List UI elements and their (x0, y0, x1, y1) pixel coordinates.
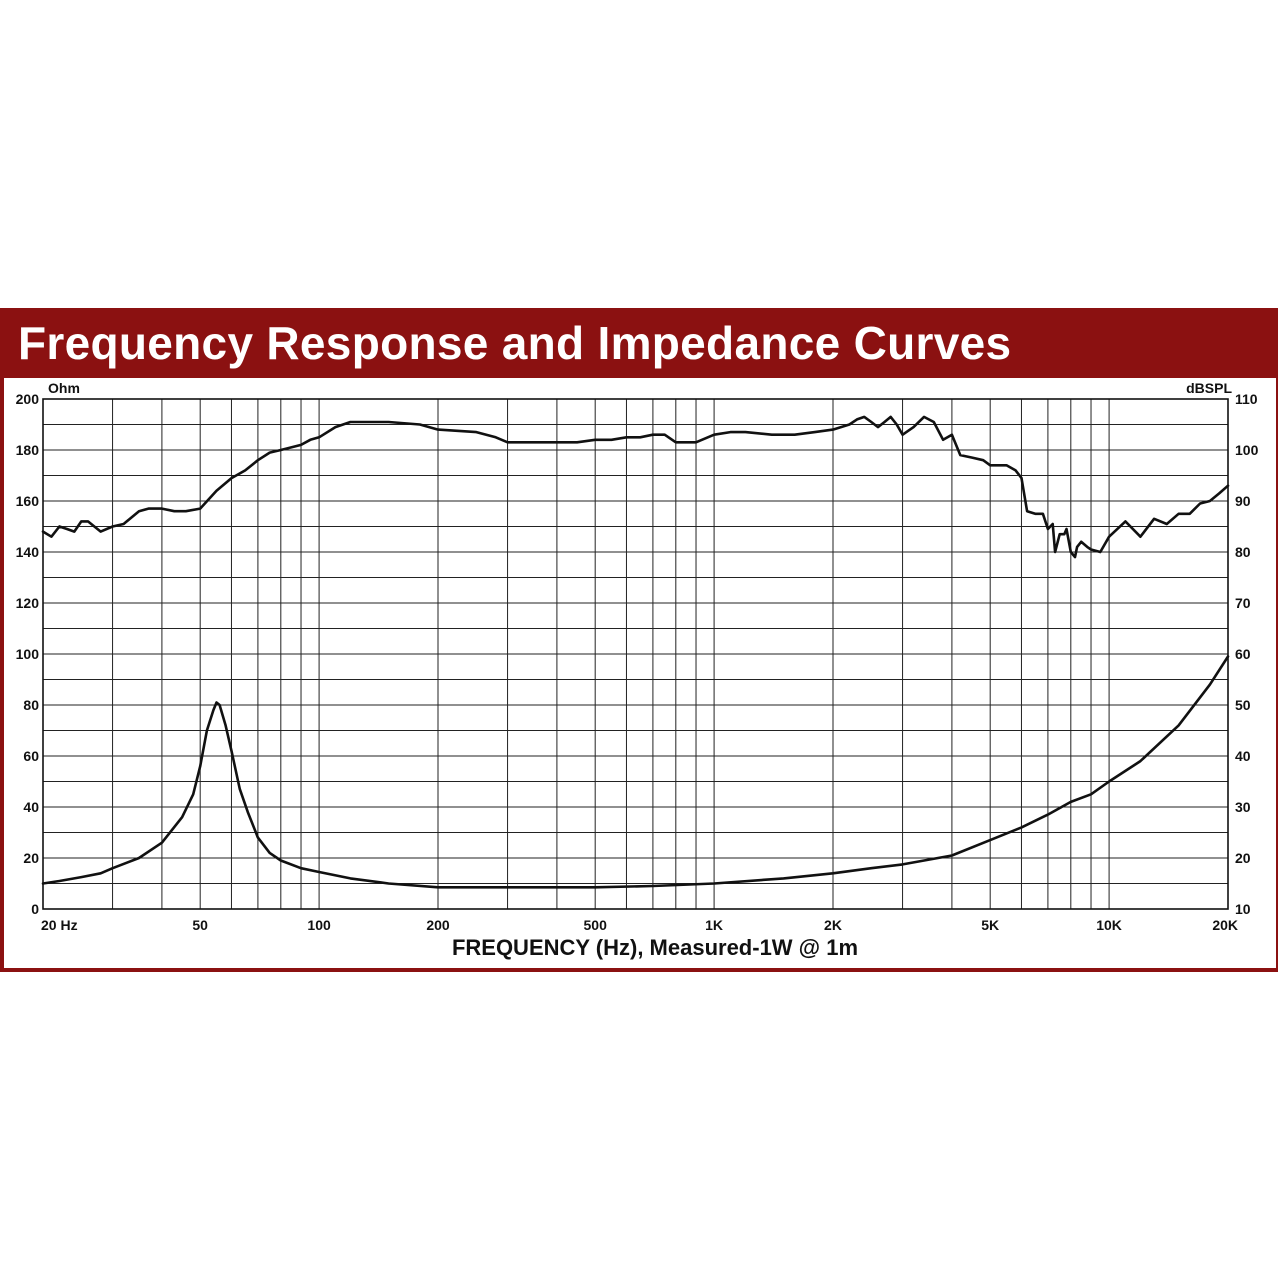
x-tick-label: 50 (192, 917, 208, 933)
x-tick-label: 1K (705, 917, 723, 933)
x-tick-label: 10K (1096, 917, 1122, 933)
y-left-tick-label: 20 (23, 850, 39, 866)
y-axis-right-label: dBSPL (1186, 380, 1232, 396)
y-right-tick-label: 20 (1235, 850, 1251, 866)
grid-lines (42, 398, 1229, 910)
x-tick-label: 5K (981, 917, 999, 933)
y-right-tick-label: 50 (1235, 697, 1251, 713)
y-left-tick-label: 60 (23, 748, 39, 764)
y-left-tick-label: 140 (16, 544, 40, 560)
y-axis-left-label: Ohm (48, 380, 80, 396)
y-left-tick-label: 40 (23, 799, 39, 815)
y-right-tick-label: 40 (1235, 748, 1251, 764)
chart-title: Frequency Response and Impedance Curves (18, 317, 1012, 369)
y-left-tick-label: 0 (31, 901, 39, 917)
plot-background (4, 378, 1276, 968)
y-left-tick-label: 200 (16, 391, 40, 407)
spl-response-curve (41, 415, 1230, 559)
y-left-tick-label: 120 (16, 595, 40, 611)
x-tick-label: 500 (584, 917, 608, 933)
y-left-tick-label: 160 (16, 493, 40, 509)
plot-border (42, 398, 1229, 910)
x-axis-label: FREQUENCY (Hz), Measured-1W @ 1m (452, 935, 858, 960)
impedance-curve (41, 655, 1230, 889)
y-right-tick-label: 70 (1235, 595, 1251, 611)
y-left-tick-label: 180 (16, 442, 40, 458)
y-right-tick-label: 90 (1235, 493, 1251, 509)
x-tick-label: 20K (1212, 917, 1238, 933)
y-right-tick-label: 110 (1235, 391, 1258, 407)
x-tick-label: 200 (426, 917, 450, 933)
y-right-tick-label: 10 (1235, 901, 1251, 917)
x-tick-label: 100 (307, 917, 331, 933)
y-left-tick-label: 80 (23, 697, 39, 713)
y-right-tick-label: 100 (1235, 442, 1259, 458)
x-tick-label: 20 Hz (41, 917, 78, 933)
y-left-tick-label: 100 (16, 646, 40, 662)
curves (41, 415, 1230, 889)
tick-labels: 0 20 40 60 80 100 120 140 160 180 200 10 20 30 40 50 60 7… (16, 391, 1259, 933)
x-tick-label: 2K (824, 917, 842, 933)
y-right-tick-label: 80 (1235, 544, 1251, 560)
y-right-tick-label: 60 (1235, 646, 1251, 662)
y-right-tick-label: 30 (1235, 799, 1251, 815)
